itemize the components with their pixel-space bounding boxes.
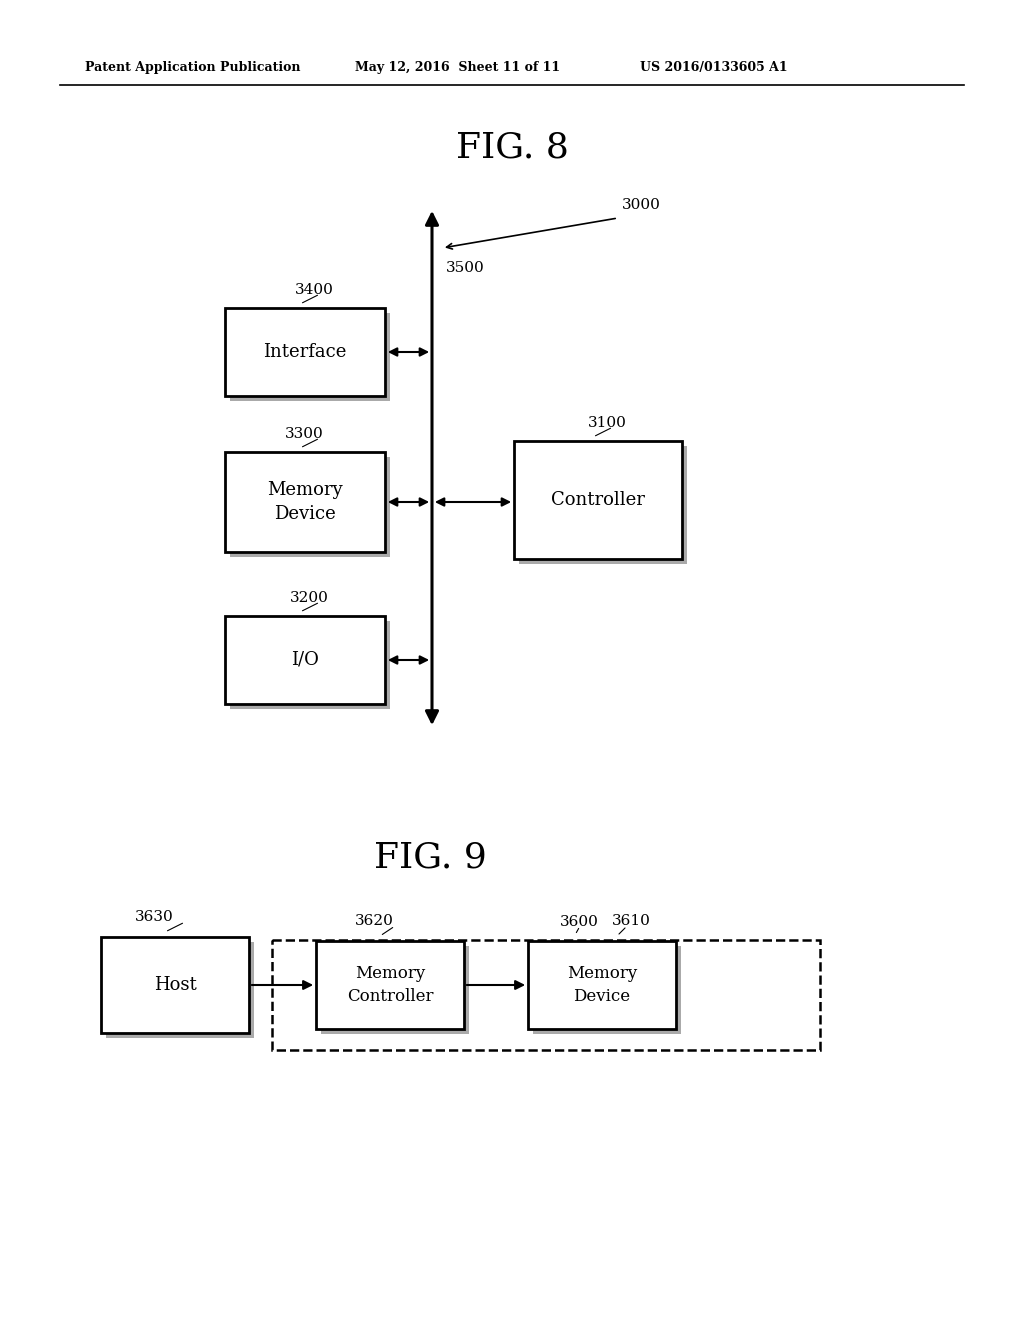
Bar [534,946,681,1034]
Text: 3200: 3200 [290,591,329,605]
Text: 3610: 3610 [612,913,651,928]
Text: Controller: Controller [551,491,645,510]
Text: 3600: 3600 [560,915,599,929]
Bar [101,937,249,1034]
Bar [225,616,385,704]
Text: Interface: Interface [263,343,347,360]
Text: Memory
Controller: Memory Controller [347,965,433,1005]
Text: US 2016/0133605 A1: US 2016/0133605 A1 [640,62,787,74]
Text: 3400: 3400 [295,282,334,297]
Bar [230,313,390,401]
Text: FIG. 9: FIG. 9 [374,841,486,875]
Text: Patent Application Publication: Patent Application Publication [85,62,300,74]
Text: I/O: I/O [291,651,318,669]
Bar [519,446,687,564]
Bar [321,946,469,1034]
Text: Memory
Device: Memory Device [567,965,637,1005]
Bar [225,451,385,552]
Text: May 12, 2016  Sheet 11 of 11: May 12, 2016 Sheet 11 of 11 [355,62,560,74]
Text: 3500: 3500 [446,261,484,275]
Text: Host: Host [154,975,197,994]
Text: FIG. 8: FIG. 8 [456,131,568,165]
Bar [230,457,390,557]
Text: 3620: 3620 [355,913,394,928]
Text: 3630: 3630 [135,909,174,924]
Bar [528,941,676,1030]
Text: 3300: 3300 [285,426,324,441]
Bar [225,308,385,396]
Text: Memory
Device: Memory Device [267,482,343,523]
Bar [230,620,390,709]
Bar [106,942,254,1038]
Text: 3000: 3000 [622,198,660,213]
Bar [514,441,682,558]
Bar [272,940,820,1049]
Text: 3100: 3100 [588,416,627,430]
Bar [316,941,464,1030]
